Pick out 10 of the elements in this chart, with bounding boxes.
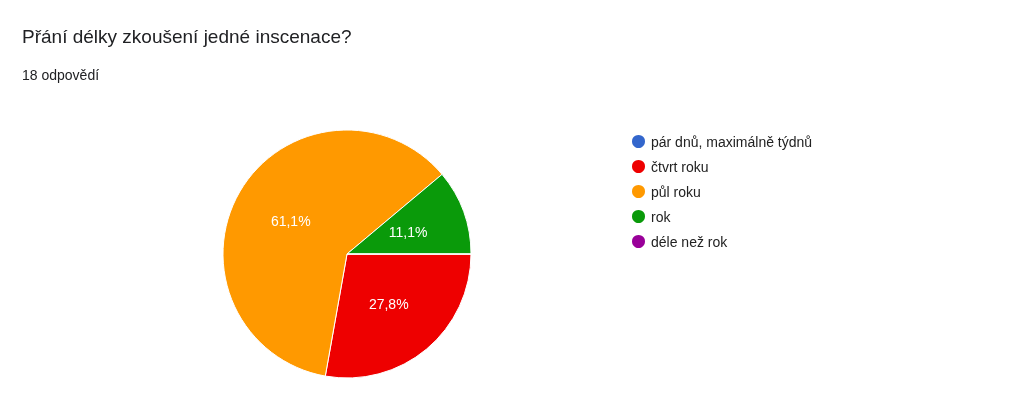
legend-label: pár dnů, maximálně týdnů: [651, 133, 813, 150]
legend-label: půl roku: [651, 183, 701, 200]
data-label: 11,1%: [388, 223, 428, 240]
legend-label: čtvrt roku: [651, 158, 709, 175]
legend-label: déle než rok: [651, 233, 729, 250]
text: 18 odpovědí: [22, 67, 100, 83]
data-label: 61,1%: [270, 213, 311, 230]
data-label: 27,8%: [368, 295, 409, 312]
chart-title: Přání délky zkoušení jedné inscenace?: [22, 26, 352, 47]
legend-label: rok: [651, 208, 672, 225]
